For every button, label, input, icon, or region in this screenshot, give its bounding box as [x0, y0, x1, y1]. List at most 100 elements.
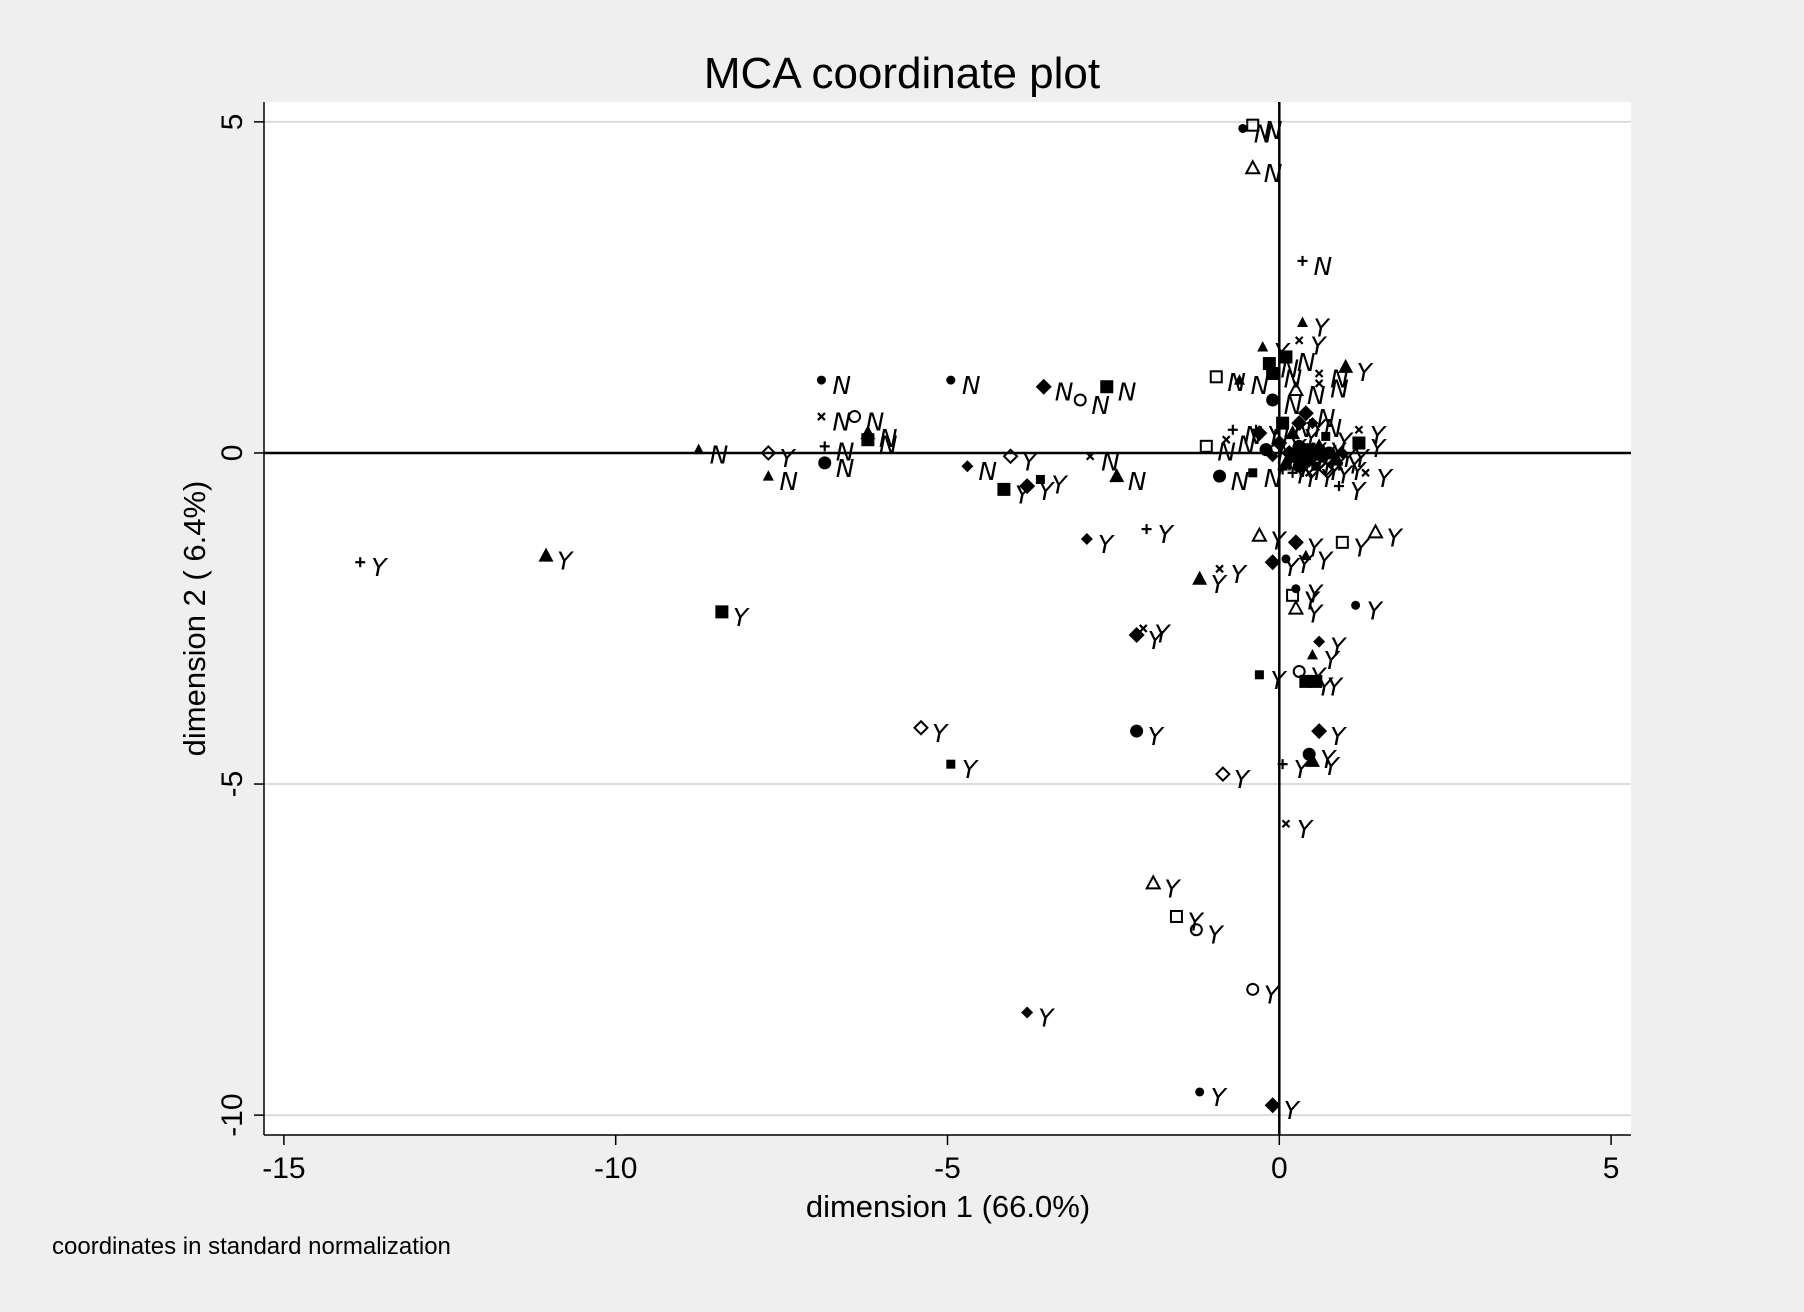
point-marker: [961, 460, 974, 473]
point-marker: [1297, 405, 1314, 422]
point-marker: [1335, 535, 1349, 549]
point-label: N: [1118, 378, 1137, 407]
point-marker: [1306, 648, 1318, 660]
point-label: Y: [1211, 1083, 1228, 1112]
point-label: Y: [1164, 874, 1181, 903]
point-marker: [1367, 523, 1384, 539]
point-label: N: [1280, 355, 1299, 384]
point-label: N: [866, 408, 885, 437]
tick-labels: -15 -10 -5 0 5 5 0 -5 -10: [216, 114, 1619, 1185]
point-label: Y: [1148, 626, 1165, 655]
point-label: Y: [1211, 570, 1228, 599]
point-marker: [1334, 461, 1344, 471]
point-marker: [1321, 431, 1331, 441]
point-label: Y: [1320, 464, 1337, 493]
point-label: Y: [932, 719, 949, 748]
point-label: N: [1294, 414, 1313, 443]
point-marker: [913, 719, 929, 736]
point-label: Y: [1051, 470, 1068, 499]
point-marker: [1277, 464, 1288, 475]
point-label: Y: [1234, 765, 1251, 794]
point-label: Y: [1323, 646, 1340, 675]
point-marker: [946, 759, 956, 769]
point-marker: [1352, 436, 1366, 450]
point-marker: [1169, 909, 1183, 923]
point-label: Y: [1264, 980, 1281, 1009]
point-marker: [1281, 819, 1291, 829]
point-marker: [1246, 118, 1260, 132]
point-label: Y: [1297, 815, 1314, 844]
point-label: N: [1055, 378, 1074, 407]
point-label: Y: [962, 755, 979, 784]
point-label: Y: [1207, 921, 1224, 950]
point-marker: [1279, 350, 1293, 364]
point-label: Y: [1330, 722, 1347, 751]
point-label: N: [1101, 447, 1120, 476]
point-label: N: [1217, 437, 1236, 466]
point-marker: [1287, 467, 1298, 478]
point-label: Y: [1098, 530, 1115, 559]
point-marker: [1138, 624, 1148, 633]
point-marker: [1141, 524, 1152, 535]
point-marker: [1306, 417, 1319, 430]
point-marker: [1294, 336, 1304, 345]
point-marker: [1304, 752, 1320, 767]
point-label: Y: [1270, 666, 1287, 695]
point-marker: [693, 443, 705, 455]
point-label: Y: [1304, 586, 1321, 615]
point-marker: [1145, 874, 1162, 890]
y-tick-label: -10: [216, 1093, 249, 1136]
point-label: Y: [1327, 672, 1344, 701]
point-marker: [715, 605, 729, 619]
point-label: Y: [1387, 523, 1404, 552]
point-label: Y: [1320, 745, 1337, 774]
scatter-points: NNNNYYYNNNNYNNNNNNYNNNYNYYYNNYYYYYNYYYYY…: [355, 116, 1404, 1125]
point-marker: [1264, 554, 1281, 571]
point-label: N: [879, 424, 898, 453]
point-marker: [760, 445, 777, 461]
point-marker: [355, 557, 366, 568]
point-label: Y: [557, 547, 574, 576]
point-marker: [1130, 724, 1144, 738]
point-label: N: [1231, 467, 1250, 496]
point-marker: [1291, 584, 1301, 594]
y-axis-label: dimension 2 ( 6.4%): [177, 481, 212, 757]
point-marker: [1285, 425, 1301, 440]
point-marker: [1019, 478, 1036, 495]
point-marker: [1297, 316, 1309, 328]
point-label: N: [1264, 464, 1283, 493]
point-label: Y: [1367, 596, 1384, 625]
point-marker: [1354, 425, 1364, 435]
x-tick-label: 0: [1271, 1152, 1288, 1185]
point-marker: [1192, 570, 1208, 585]
point-marker: [818, 456, 832, 470]
point-marker: [1080, 533, 1093, 546]
x-axis-label: dimension 1 (66.0%): [806, 1189, 1090, 1224]
chart-note: coordinates in standard normalization: [52, 1233, 451, 1260]
y-tick-label: 5: [216, 114, 249, 131]
point-marker: [1213, 469, 1227, 483]
point-marker: [1304, 468, 1314, 478]
point-marker: [1257, 341, 1269, 352]
point-marker: [861, 433, 875, 447]
point-marker: [1264, 1097, 1281, 1114]
point-marker: [1266, 450, 1279, 463]
x-tick-label: -10: [594, 1152, 637, 1185]
point-marker: [1309, 674, 1323, 688]
plot-area: [264, 102, 1631, 1135]
point-label: N: [1317, 404, 1336, 433]
point-marker: [1292, 664, 1306, 678]
point-marker: [1299, 674, 1313, 688]
point-marker: [1281, 554, 1291, 564]
point-label: N: [1091, 391, 1110, 420]
point-marker: [1338, 358, 1354, 373]
point-marker: [1244, 159, 1261, 175]
point-label: Y: [1317, 547, 1334, 576]
point-marker: [1254, 670, 1264, 680]
point-marker: [1266, 366, 1280, 380]
point-label: N: [836, 437, 855, 466]
point-marker: [1361, 468, 1370, 478]
point-label: Y: [1231, 560, 1248, 589]
point-marker: [1100, 380, 1114, 394]
point-label: N: [1128, 467, 1147, 496]
